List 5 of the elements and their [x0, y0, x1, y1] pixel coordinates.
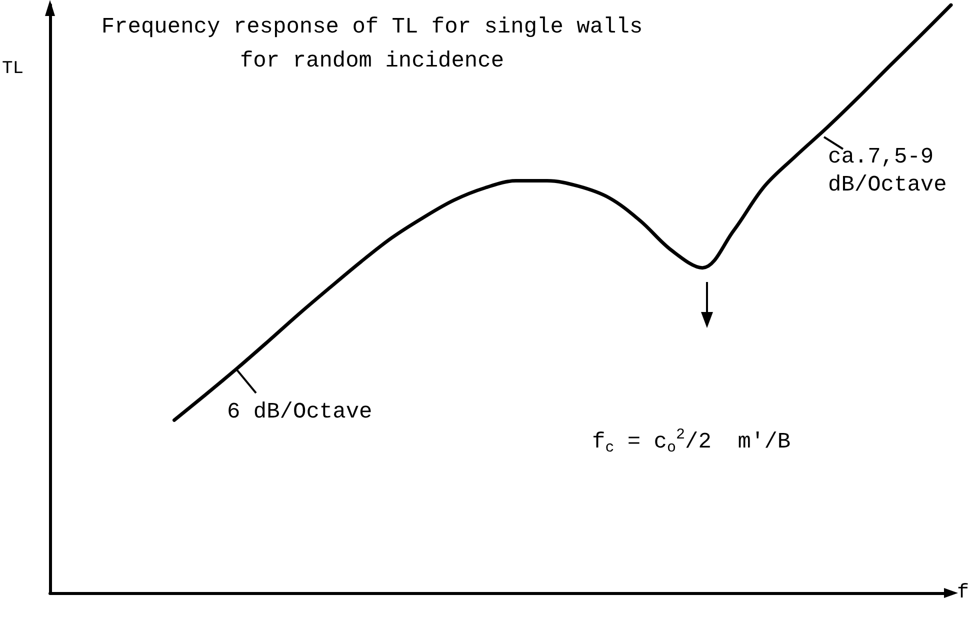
- x-axis-title: f: [957, 582, 970, 604]
- text: Frequency response of TL for single walls for random incidence: [101, 14, 643, 74]
- annotation: 6 dB/Octave: [227, 400, 372, 424]
- y-axis-title: TL: [2, 59, 24, 79]
- annotation: ca.7,5-9 dB/Octave: [828, 144, 947, 198]
